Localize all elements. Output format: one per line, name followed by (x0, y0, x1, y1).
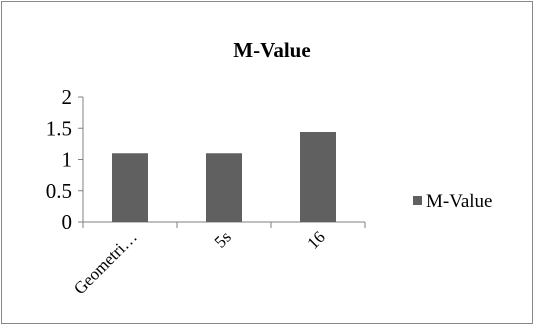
x-tick-label: 5s (211, 227, 235, 251)
bar (206, 153, 242, 222)
y-tick-label: 0 (62, 210, 73, 234)
legend-label: M-Value (426, 191, 492, 212)
legend: M-Value (413, 191, 492, 212)
bar (300, 132, 336, 222)
bars (112, 132, 336, 222)
x-ticks (82, 222, 366, 228)
x-tick-label: Geometri… (70, 227, 141, 298)
y-tick-label: 1 (62, 148, 73, 172)
y-tick-label: 0.5 (46, 179, 72, 203)
chart-title: M-Value (233, 38, 310, 62)
y-ticks: 0 0.5 1 1.5 2 (46, 85, 83, 234)
y-tick-label: 1.5 (46, 116, 72, 140)
legend-swatch (413, 196, 422, 205)
x-tick-labels: Geometri… 5s 16 (70, 227, 329, 298)
y-tick-label: 2 (62, 85, 73, 109)
x-tick-label: 16 (303, 227, 328, 252)
bar (112, 153, 148, 222)
